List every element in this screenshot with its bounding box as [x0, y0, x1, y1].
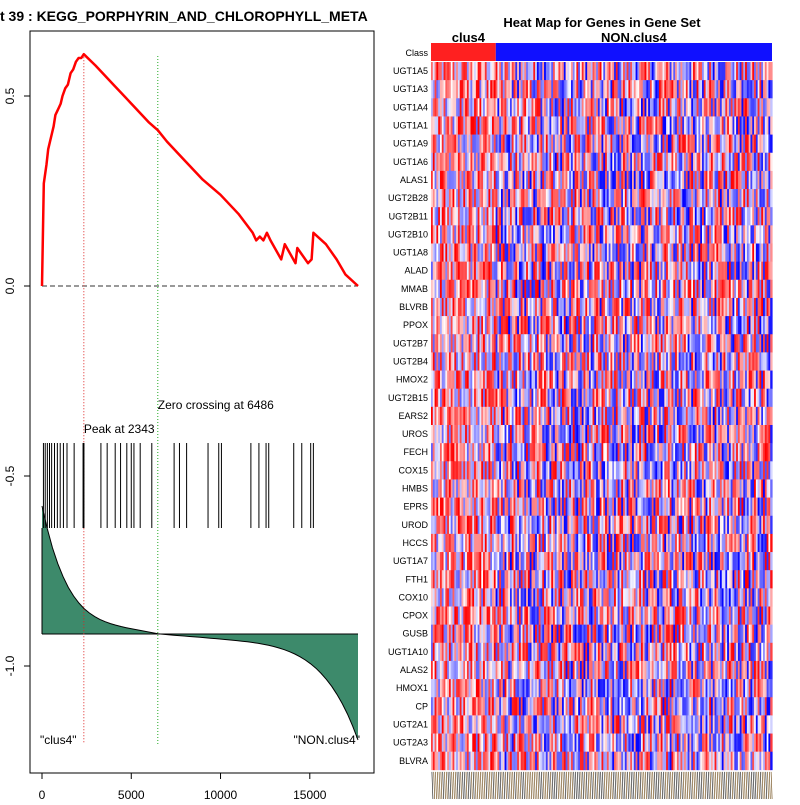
heat-cell: [770, 135, 772, 153]
heat-cell: [770, 244, 772, 262]
enrichment-plot: t 39 : KEGG_PORPHYRIN_AND_CHLOROPHYLL_ME…: [0, 8, 374, 800]
x-tick-label: 0: [39, 788, 46, 800]
heat-row-ugt2b10: [431, 225, 773, 243]
heat-row-hmbs: [431, 479, 773, 497]
heat-cell: [770, 425, 772, 443]
heat-row-ppox: [431, 316, 773, 334]
heat-cell: [770, 171, 772, 189]
class-label-non-clus4: NON.clus4: [601, 30, 668, 45]
enrichment-plot-title: t 39 : KEGG_PORPHYRIN_AND_CHLOROPHYLL_ME…: [0, 8, 368, 24]
class-bar: [431, 43, 772, 61]
peak-label: Peak at 2343: [84, 422, 155, 436]
class-block-non-clus4: [496, 43, 772, 61]
x-tick-label: 10000: [204, 788, 238, 800]
y-tick-label: 0.5: [3, 87, 17, 104]
zero-crossing-label: Zero crossing at 6486: [158, 398, 274, 412]
es-line: [42, 54, 358, 286]
heat-cell: [770, 479, 772, 497]
heat-cell: [770, 80, 772, 98]
heat-row-ugt1a6: [431, 153, 773, 171]
ranked-metric-fill: [42, 506, 358, 740]
heat-row-mmab: [431, 280, 773, 298]
x-tick-label: 5000: [118, 788, 145, 800]
heat-cell: [770, 498, 772, 516]
heat-row-ugt1a9: [431, 135, 773, 153]
heat-map: Heat Map for Genes in Gene Set clus4 NON…: [388, 15, 773, 799]
heat-cell: [770, 116, 772, 134]
heat-row-ugt2b15: [431, 389, 773, 407]
heat-row-ugt1a1: [431, 116, 773, 134]
heat-cell: [770, 443, 772, 461]
heat-row-alas1: [431, 171, 773, 189]
class-row-label: Class: [405, 48, 428, 58]
y-tick-label: -1.0: [3, 655, 17, 676]
heat-row-ears2: [431, 407, 773, 425]
heat-cell: [770, 262, 772, 280]
y-tick-label: 0.0: [3, 277, 17, 294]
heat-cells: [431, 62, 773, 770]
heat-row-urod: [431, 516, 773, 534]
heat-cell: [770, 371, 772, 389]
x-tick-label: 15000: [293, 788, 327, 800]
heat-row-ugt2b28: [431, 189, 773, 207]
heat-row-ugt2b4: [431, 352, 773, 370]
heat-row-ugt2b11: [431, 207, 773, 225]
heat-cell: [770, 389, 772, 407]
heat-row-cox15: [431, 461, 773, 479]
metric-area: [42, 506, 358, 740]
heat-row-ugt1a5: [431, 62, 773, 80]
heat-cell: [770, 62, 772, 80]
heat-cell: [770, 461, 772, 479]
heat-cell: [770, 316, 772, 334]
class-block-clus4: [431, 43, 496, 61]
heat-row-fech: [431, 443, 773, 461]
heat-row-hmox2: [431, 371, 773, 389]
heat-row-ugt1a3: [431, 80, 773, 98]
heat-cell: [770, 207, 772, 225]
heat-cell: [770, 153, 772, 171]
heat-cell: [770, 98, 772, 116]
heat-cell: [770, 225, 772, 243]
enrichment-score-curve: [42, 54, 358, 286]
left-class-label: "clus4": [40, 733, 77, 747]
heat-row-alad: [431, 262, 773, 280]
heat-row-ugt1a8: [431, 244, 773, 262]
heat-cell: [770, 352, 772, 370]
heat-cell: [770, 334, 772, 352]
heat-cell: [770, 189, 772, 207]
hit-markers: [43, 443, 313, 528]
plot-annotations: Peak at 2343 Zero crossing at 6486 "clus…: [40, 398, 360, 747]
heat-row-blvrb: [431, 298, 773, 316]
heat-row-ugt2b7: [431, 334, 773, 352]
class-label-clus4: clus4: [452, 30, 486, 45]
heat-cell: [770, 407, 772, 425]
heat-row-eprs: [431, 498, 773, 516]
heat-map-title: Heat Map for Genes in Gene Set: [503, 15, 701, 30]
right-class-label: "NON.clus4": [293, 733, 360, 747]
heat-row-ugt1a4: [431, 98, 773, 116]
y-tick-label: -0.5: [3, 465, 17, 486]
heat-cell: [770, 298, 772, 316]
heat-row-uros: [431, 425, 773, 443]
heat-cell: [770, 280, 772, 298]
